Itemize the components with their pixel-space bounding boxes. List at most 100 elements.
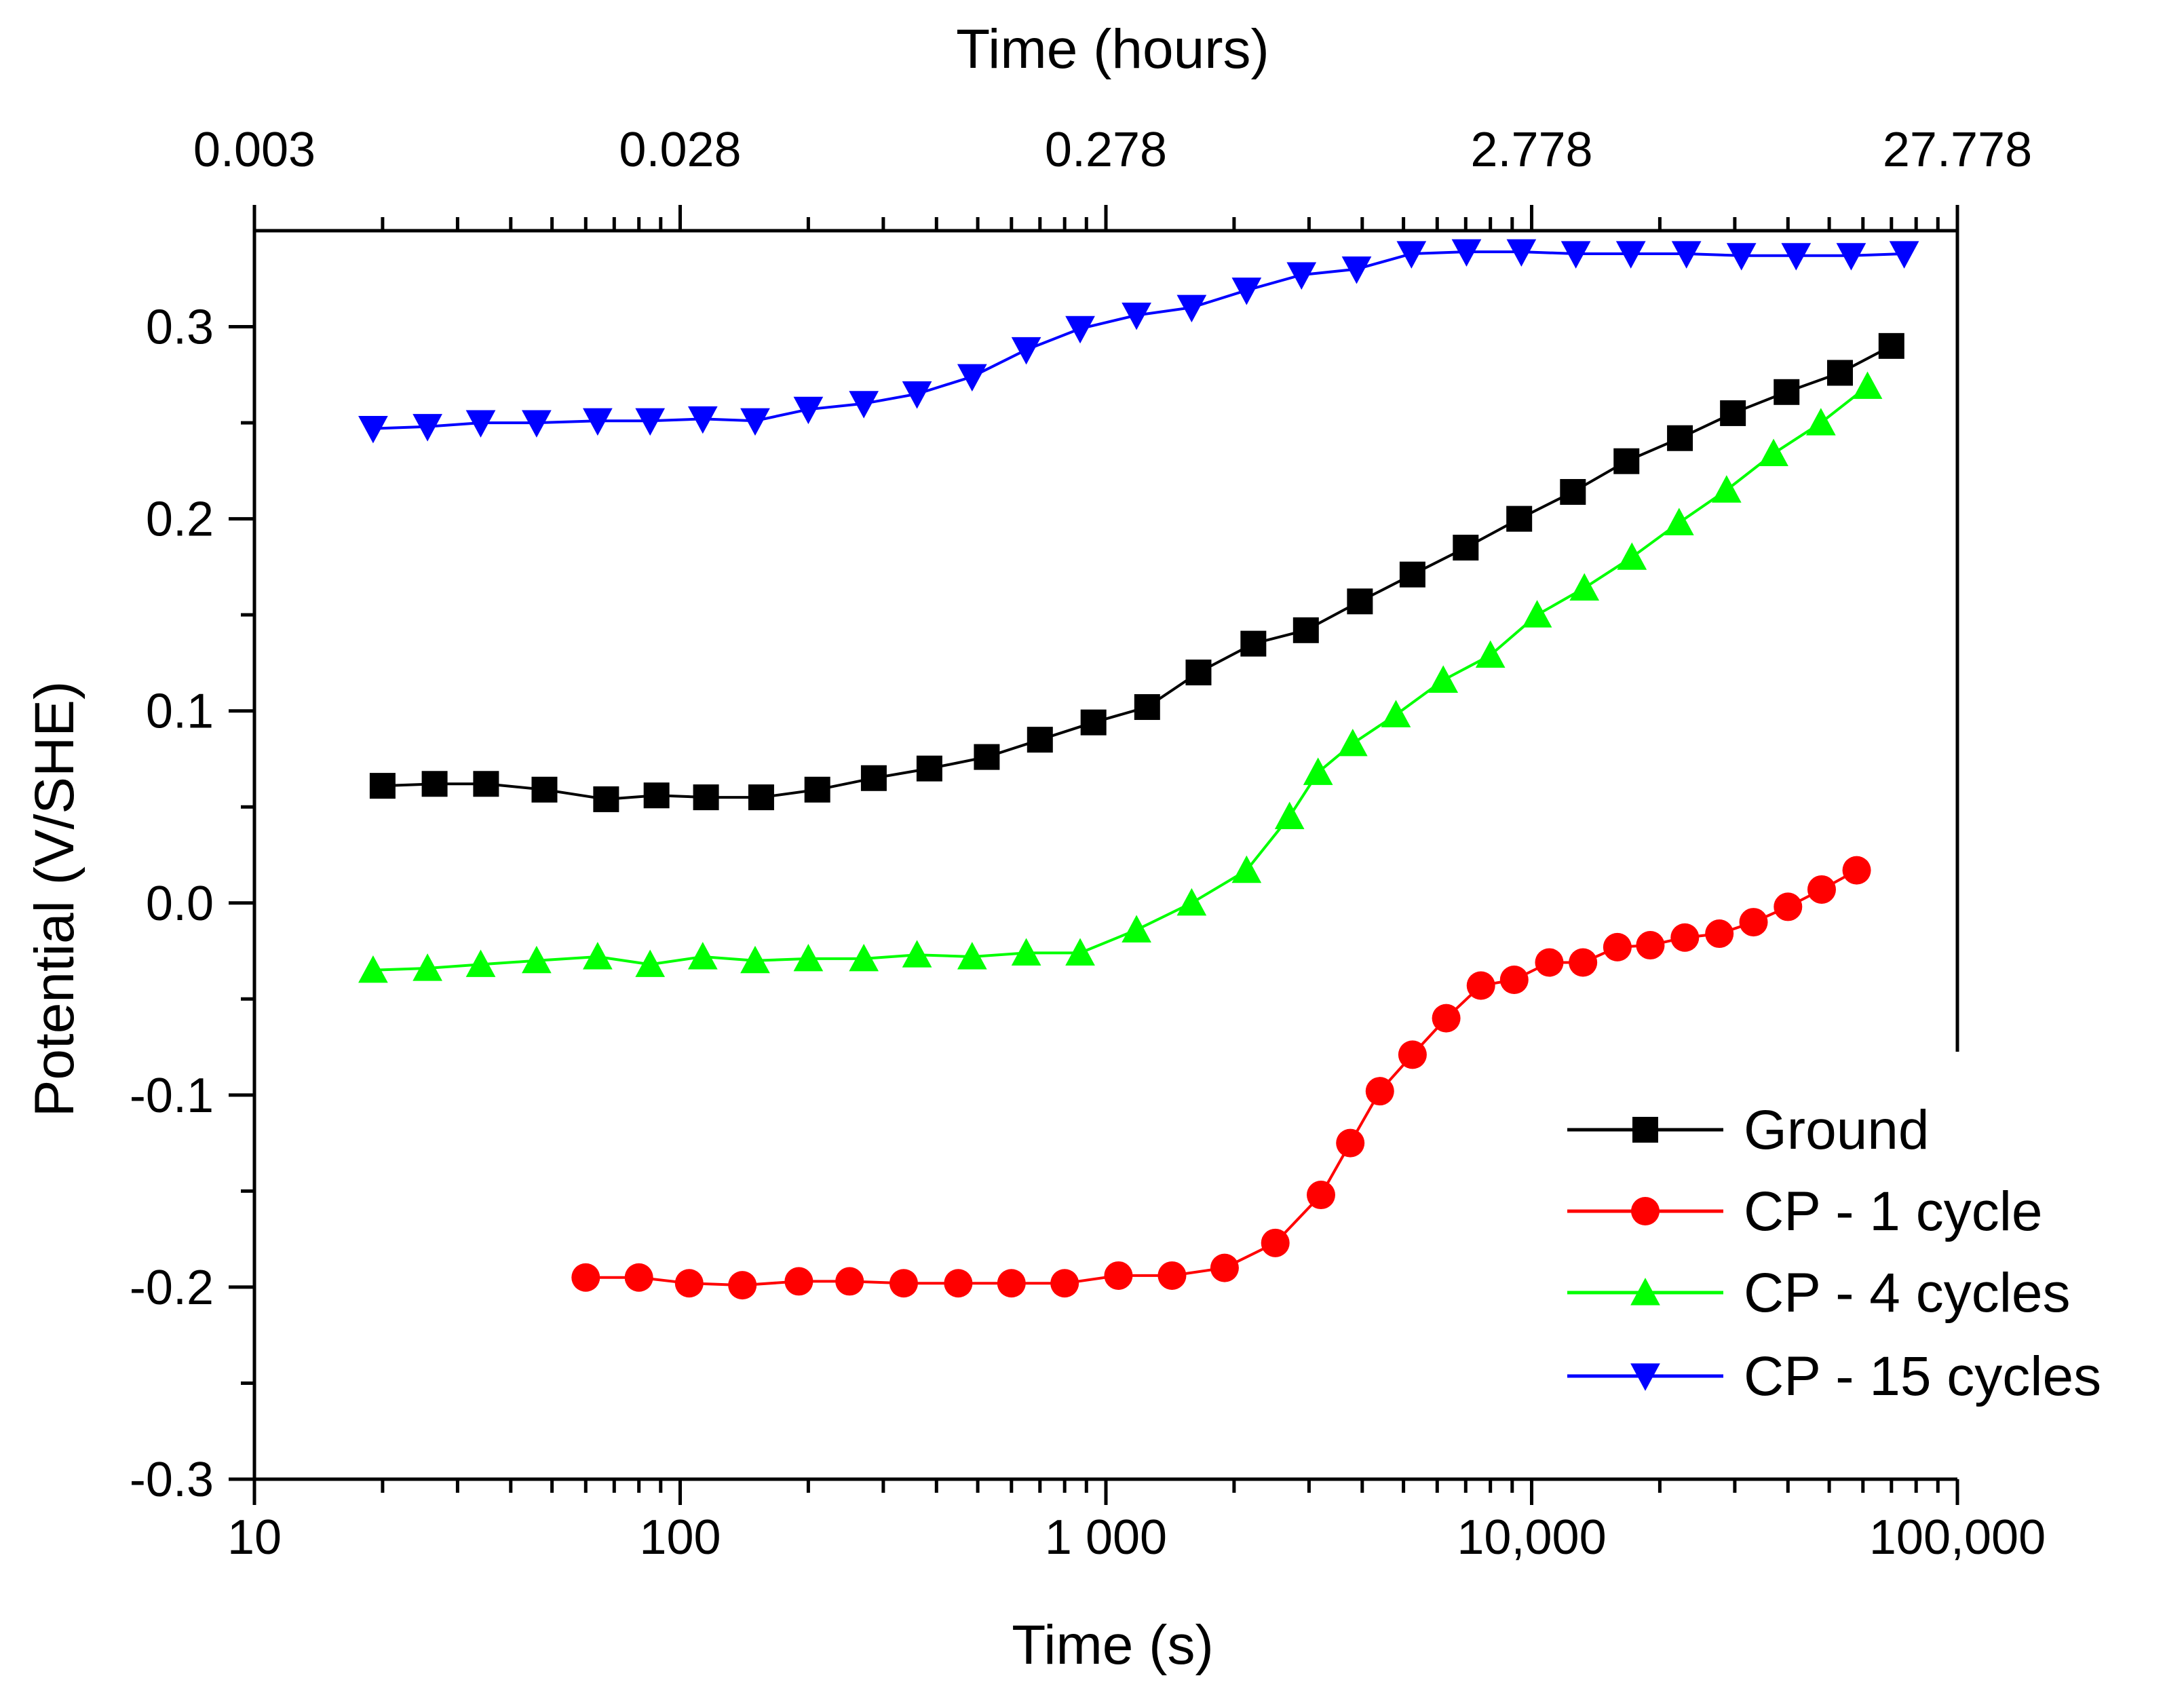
legend-item: CP - 15 cycles <box>1567 1346 2101 1407</box>
data-point <box>1185 660 1212 686</box>
data-point <box>793 396 824 425</box>
axes-layer: 10 0.003 100 0.028 1 000 0.278 10,000 2.778 100,… <box>130 123 2046 1565</box>
data-point <box>531 776 558 803</box>
data-point <box>1836 243 1866 271</box>
legend-marker <box>1632 1117 1658 1143</box>
data-point <box>358 415 388 444</box>
legend-item: CP - 4 cycles <box>1567 1262 2071 1324</box>
data-point <box>916 755 942 782</box>
data-point <box>860 765 887 791</box>
legend-marker <box>1630 1278 1660 1305</box>
series-cp-4-cycles <box>358 371 1883 983</box>
data-point <box>1176 294 1207 323</box>
x-axis-title: Time (s) <box>1012 1614 1214 1676</box>
data-point <box>1826 360 1853 386</box>
y-tick-label: 0.3 <box>146 301 214 355</box>
series-line <box>372 385 1869 972</box>
data-point <box>1560 478 1586 505</box>
data-point <box>1506 506 1533 532</box>
data-point <box>740 945 770 974</box>
data-point <box>1396 241 1427 269</box>
data-point <box>1726 243 1757 271</box>
data-point <box>1805 408 1836 436</box>
data-point <box>413 414 442 442</box>
data-point <box>1613 448 1640 474</box>
data-point <box>522 410 552 438</box>
data-point <box>1453 535 1479 561</box>
data-point <box>465 410 496 438</box>
data-point <box>748 784 774 811</box>
data-point <box>1104 1261 1133 1290</box>
data-point <box>687 406 718 434</box>
data-point <box>1506 239 1537 267</box>
data-point <box>835 1267 864 1296</box>
data-point <box>1347 588 1373 615</box>
data-point <box>1711 475 1742 503</box>
data-point <box>902 940 932 968</box>
x2-tick-label: 2.778 <box>1470 123 1592 177</box>
x2-tick-label: 27.778 <box>1883 123 2032 177</box>
legend-marker <box>1630 1363 1660 1391</box>
data-point <box>473 771 499 797</box>
data-point <box>1671 241 1702 269</box>
data-point <box>1569 948 1598 977</box>
x2-tick-label: 0.003 <box>193 123 315 177</box>
series-ground <box>369 332 1904 812</box>
data-point <box>1615 241 1646 269</box>
data-point <box>1705 919 1734 949</box>
data-point <box>1774 379 1800 405</box>
data-point <box>1336 1128 1365 1158</box>
data-point <box>1667 425 1693 451</box>
series-cp-15-cycles <box>358 239 1919 444</box>
data-point <box>1231 855 1262 883</box>
data-point <box>957 942 987 970</box>
y-tick-label: -0.1 <box>130 1069 214 1123</box>
x-tick-label: 100 <box>639 1510 721 1565</box>
data-point <box>571 1263 600 1292</box>
series-line <box>586 869 1858 1287</box>
data-point <box>1122 302 1151 330</box>
data-point <box>1261 1228 1290 1257</box>
y-tick-label: 0.0 <box>146 877 214 931</box>
data-point <box>1050 1269 1079 1298</box>
data-point <box>1303 757 1333 785</box>
y-tick-label: 0.1 <box>146 685 214 739</box>
data-point <box>1451 239 1482 267</box>
data-point <box>1157 1261 1187 1290</box>
data-point <box>1176 888 1207 916</box>
x-tick-label: 10 <box>227 1510 282 1565</box>
data-point <box>804 776 830 803</box>
data-point <box>1210 1253 1239 1282</box>
legend-marker <box>1631 1197 1660 1225</box>
data-point <box>693 784 719 811</box>
data-point <box>583 408 613 436</box>
data-point <box>728 1271 757 1300</box>
data-point <box>1569 573 1600 601</box>
data-point <box>593 786 619 812</box>
data-point <box>849 944 879 972</box>
data-point <box>1878 332 1904 359</box>
data-point <box>1286 262 1317 290</box>
y-tick-label: 0.2 <box>146 493 214 547</box>
data-point <box>522 945 552 974</box>
data-point <box>793 944 824 972</box>
legend-item: Ground <box>1567 1099 1930 1161</box>
data-point <box>974 744 1000 770</box>
series-layer <box>358 239 1919 1300</box>
data-point <box>1807 875 1836 904</box>
data-point <box>1781 243 1812 271</box>
data-point <box>1560 241 1591 269</box>
legend-label: CP - 4 cycles <box>1744 1262 2071 1324</box>
x2-tick-label: 0.028 <box>619 123 741 177</box>
data-point <box>784 1267 813 1296</box>
data-point <box>1011 938 1041 966</box>
top-x-axis-title: Time (hours) <box>956 18 1269 80</box>
x-tick-label: 10,000 <box>1457 1510 1606 1565</box>
data-point <box>1399 561 1425 588</box>
data-point <box>643 782 670 809</box>
data-point <box>1603 932 1632 961</box>
x2-tick-label: 0.278 <box>1045 123 1167 177</box>
data-point <box>1341 256 1372 284</box>
y-axis-title: Potential (V/SHE) <box>24 681 85 1118</box>
legend-label: CP - 1 cycle <box>1744 1181 2043 1242</box>
